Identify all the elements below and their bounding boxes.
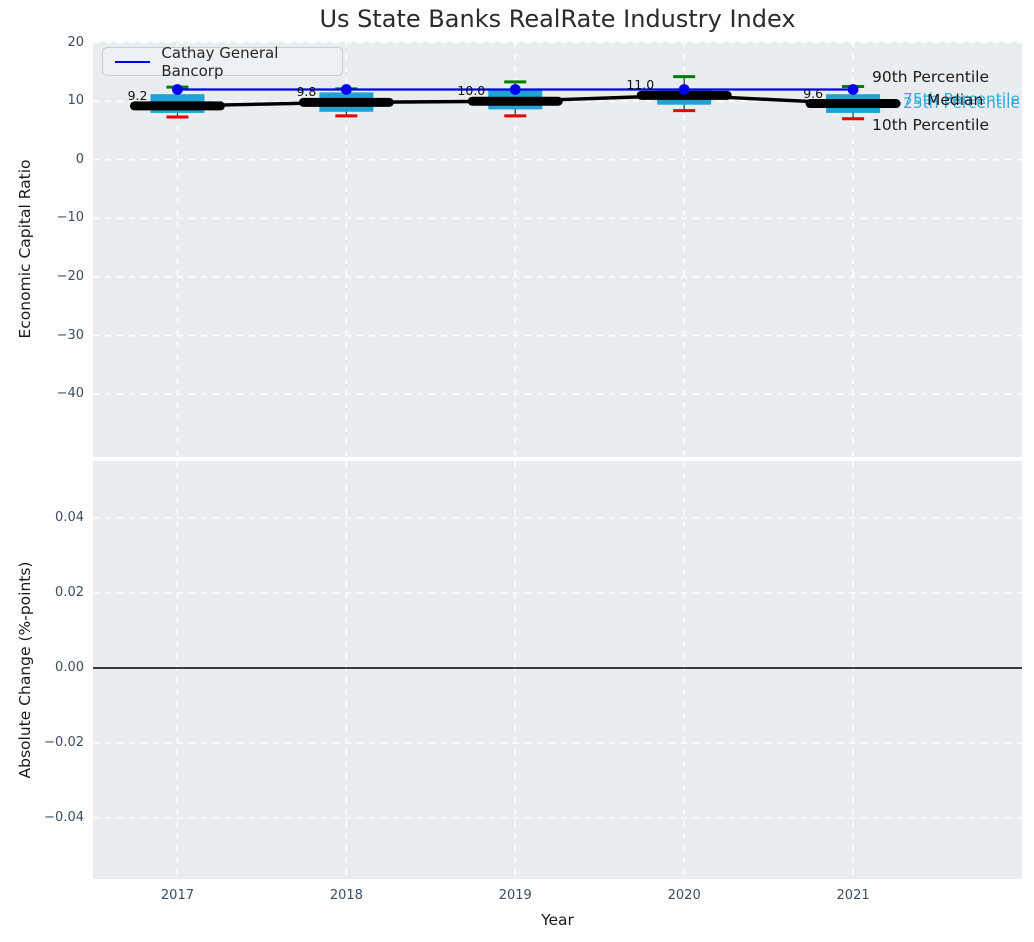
top-y-tick-label: 10 <box>67 93 84 109</box>
top-y-axis-label: Economic Capital Ratio <box>16 159 34 339</box>
median-value-label: 9.6 <box>803 85 824 101</box>
annotation-25th-percentile: 25th Percentile <box>903 94 1021 112</box>
bottom-y-tick-label: −0.04 <box>44 809 84 825</box>
x-axis-label: Year <box>541 911 574 929</box>
bottom-y-tick-label: 0.00 <box>55 659 84 675</box>
top-y-tick-label: −20 <box>56 269 84 285</box>
annotation-median: Median <box>927 91 984 109</box>
x-tick-label: 2021 <box>836 888 870 903</box>
top-axes <box>93 42 1022 457</box>
legend-label: Cathay General Bancorp <box>161 43 279 80</box>
x-tick-label: 2020 <box>667 888 701 903</box>
median-value-label: 10.0 <box>457 83 486 99</box>
top-y-tick-label: 0 <box>75 151 84 167</box>
bottom-y-tick-label: 0.02 <box>55 584 84 600</box>
bottom-axes <box>93 461 1022 879</box>
top-y-tick-label: −30 <box>56 327 84 343</box>
bottom-y-tick-label: 0.04 <box>55 509 84 525</box>
median-value-label: 9.8 <box>296 84 317 100</box>
annotation-90th-percentile: 90th Percentile <box>872 68 990 86</box>
x-tick-label: 2018 <box>329 888 363 903</box>
median-value-label: 11.0 <box>626 77 655 93</box>
chart-title: Us State Banks RealRate Industry Index <box>319 5 796 33</box>
annotation-75th-percentile: 75th Percentile <box>903 90 1021 108</box>
top-y-tick-label: −40 <box>56 386 84 402</box>
legend: Cathay General Bancorp <box>102 44 343 80</box>
x-tick-label: 2019 <box>498 888 532 903</box>
top-y-tick-label: −10 <box>56 210 84 226</box>
annotation-10th-percentile: 10th Percentile <box>872 116 990 134</box>
x-tick-label: 2017 <box>160 888 194 903</box>
top-y-tick-label: 20 <box>67 34 84 50</box>
bottom-y-tick-label: −0.02 <box>44 734 84 750</box>
legend-line-swatch <box>115 60 151 63</box>
median-value-label: 9.2 <box>127 87 148 103</box>
